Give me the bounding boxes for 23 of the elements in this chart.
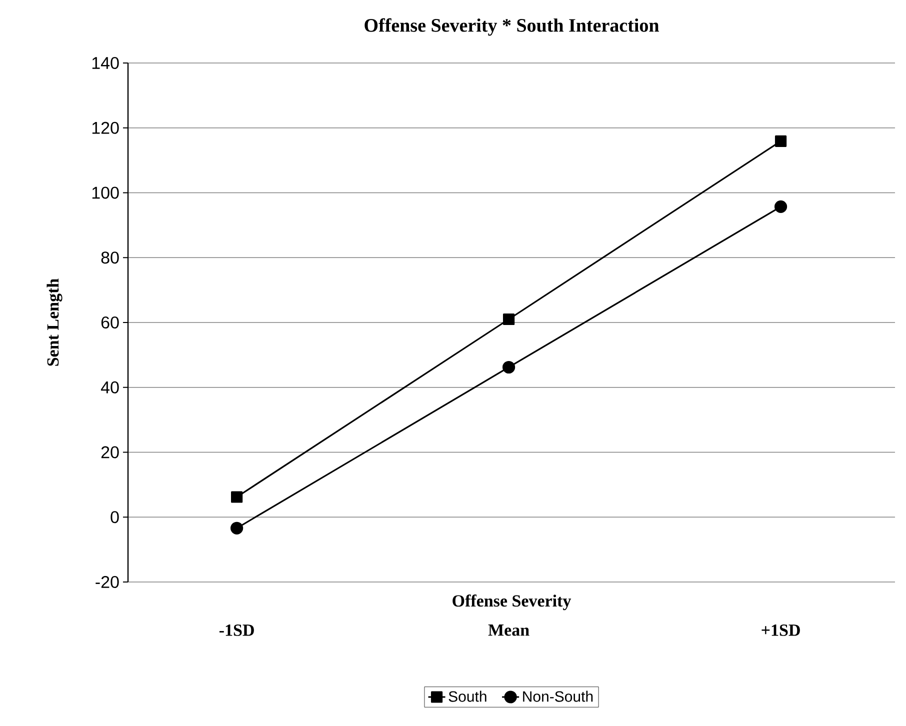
point [502,360,516,374]
legend-label: Non-South [523,690,593,702]
point [230,522,244,534]
y-tick-label: 80 [101,252,119,264]
point [231,491,243,503]
y-tick-label: 0 [110,511,119,524]
chart-title: Offense Severity * South Interaction [364,18,659,36]
y-tick-label: 120 [92,122,119,134]
legend-label: South [448,690,486,702]
point [774,200,788,213]
point [774,135,787,147]
y-tick-label: 20 [101,446,119,458]
y-tick-label: 60 [101,316,119,329]
x-axis-title: Offense Severity [452,594,572,610]
x-tick-label: Mean [488,624,530,636]
x-tick-label: -1SD [219,624,254,636]
x-tick-label: +1SD [762,624,800,636]
y-tick-label: 140 [92,56,119,70]
y-axis-title: Sent Length [46,278,62,366]
y-tick-label: 40 [100,381,119,394]
point [502,313,515,326]
y-tick-label: -20 [96,576,119,588]
y-tick-label: 100 [92,186,119,199]
